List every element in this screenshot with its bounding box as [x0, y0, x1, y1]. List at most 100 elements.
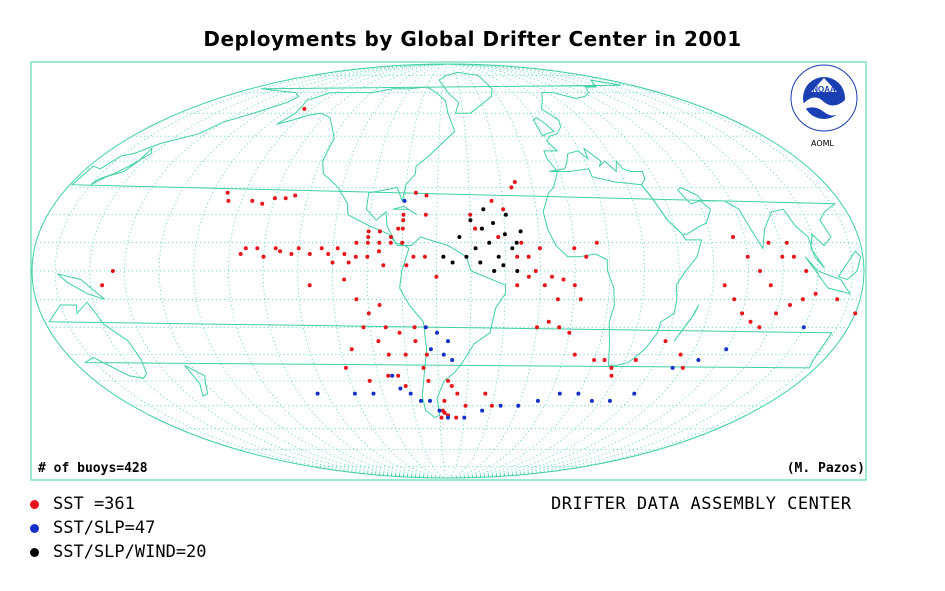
graticule-meridian [447, 63, 507, 479]
drifter-sst [680, 365, 685, 370]
drifter-sst [366, 235, 371, 239]
drifter-sst-slp [398, 386, 403, 391]
drifter-sst [572, 352, 577, 357]
legend-swatch-sst-slp [30, 523, 39, 533]
coastline [184, 364, 209, 397]
drifter-sst [722, 283, 727, 288]
drifter-sst [424, 193, 429, 198]
center-name: DRIFTER DATA ASSEMBLY CENTER [551, 494, 852, 514]
drifter-sst [413, 190, 418, 195]
drifter-sst-slp [576, 391, 581, 396]
legend-label-sst-slp-wind: SST/SLP/WIND=20 [53, 542, 207, 562]
drifter-sst [354, 240, 359, 245]
graticule-meridian [447, 63, 853, 479]
drifter-sst-slp [402, 198, 407, 203]
drifter-sst [386, 352, 391, 357]
drifter-sst [422, 254, 427, 259]
coastline [673, 304, 700, 342]
drifter-sst [421, 365, 426, 370]
drifter-sst [401, 218, 406, 223]
drifter-sst [296, 246, 301, 251]
drifter-sst [449, 384, 454, 388]
drifter-sst [110, 269, 115, 273]
globe-outline [31, 63, 865, 479]
drifter-sst [804, 269, 809, 273]
graticule-meridian [89, 63, 449, 479]
drifter-sst [678, 352, 683, 357]
drifter-sst-slp-wind [464, 254, 469, 259]
legend: SST =361 SST/SLP=47 SST/SLP/WIND=20 [30, 492, 207, 564]
coastline [392, 205, 418, 216]
legend-swatch-sst-slp-wind [30, 547, 39, 557]
drifter-sst [526, 254, 531, 259]
drifter-sst [496, 235, 501, 239]
graticule-meridian [366, 63, 449, 479]
drifter-sst [609, 373, 614, 378]
drifter-sst [455, 391, 460, 396]
coastline [837, 250, 862, 281]
graticule-meridian [447, 63, 472, 479]
drifter-sst [367, 378, 372, 383]
drifter-sst [226, 198, 231, 203]
drifter-sst [400, 226, 405, 231]
drifter-sst [366, 311, 371, 316]
drifter-sst [260, 201, 265, 206]
drifter-sst [361, 325, 366, 330]
drifter-sst [526, 274, 531, 279]
drifter-sst-slp [371, 391, 376, 396]
drifter-sst-slp-wind [481, 207, 486, 212]
drifter-sst [413, 339, 418, 344]
drifter-sst [423, 212, 428, 217]
drifter-sst [289, 252, 294, 256]
drifter-sst [609, 365, 614, 370]
graticule-meridian [297, 63, 449, 479]
drifter-sst [501, 207, 506, 212]
coastline [804, 256, 852, 295]
drifter-sst [594, 240, 599, 245]
graticule-meridian [447, 63, 715, 479]
coastline [438, 71, 493, 114]
drifter-sst [788, 303, 792, 307]
drifter-sst [483, 391, 488, 396]
drifter-sst [774, 311, 778, 316]
graticule-meridian [447, 63, 680, 479]
drifter-sst [377, 303, 382, 307]
drifter-sst [302, 106, 307, 111]
drifter-sst-slp-wind [487, 240, 492, 245]
drifter-sst [389, 235, 393, 239]
drifter-sst [740, 311, 745, 316]
drifter-sst [780, 254, 785, 259]
drifter-sst [411, 254, 416, 259]
graticule-meridian [447, 63, 784, 479]
drifter-sst-slp [607, 398, 612, 403]
drifter-sst-slp-wind [457, 235, 462, 239]
drifter-sst [561, 277, 566, 282]
drifter-sst [515, 283, 520, 288]
noaa-logo-text: NOAA [812, 85, 836, 94]
drifter-sst-slp [516, 403, 521, 408]
drifter-sst-slp-wind [478, 260, 483, 265]
drifter-sst-slp [446, 339, 450, 344]
drifter-sst [515, 254, 520, 259]
drifter-sst-slp [670, 365, 675, 370]
drifter-sst [353, 254, 358, 259]
drifter-sst [768, 283, 773, 288]
drifter-sst-slp [498, 403, 503, 408]
drifter-sst [354, 297, 359, 302]
drifter-sst-slp [480, 408, 485, 413]
drifter-sst [766, 240, 771, 245]
drifter-sst [349, 347, 354, 352]
drifter-sst-slp [441, 352, 446, 357]
drifter-sst [578, 297, 583, 302]
drifter-sst [330, 260, 335, 265]
drifter-sst-slp [437, 408, 442, 413]
drifter-sst [446, 378, 450, 383]
drifter-sst-slp-wind [479, 226, 484, 231]
logo-caption: AOML [811, 139, 834, 148]
drifter-sst-slp-wind [510, 246, 515, 251]
drifter-sst [343, 365, 348, 370]
drifter-sst [307, 252, 312, 256]
drifter-sst [473, 226, 478, 231]
map-title: Deployments by Global Drifter Center in … [203, 27, 742, 51]
drifter-sst [386, 373, 391, 378]
